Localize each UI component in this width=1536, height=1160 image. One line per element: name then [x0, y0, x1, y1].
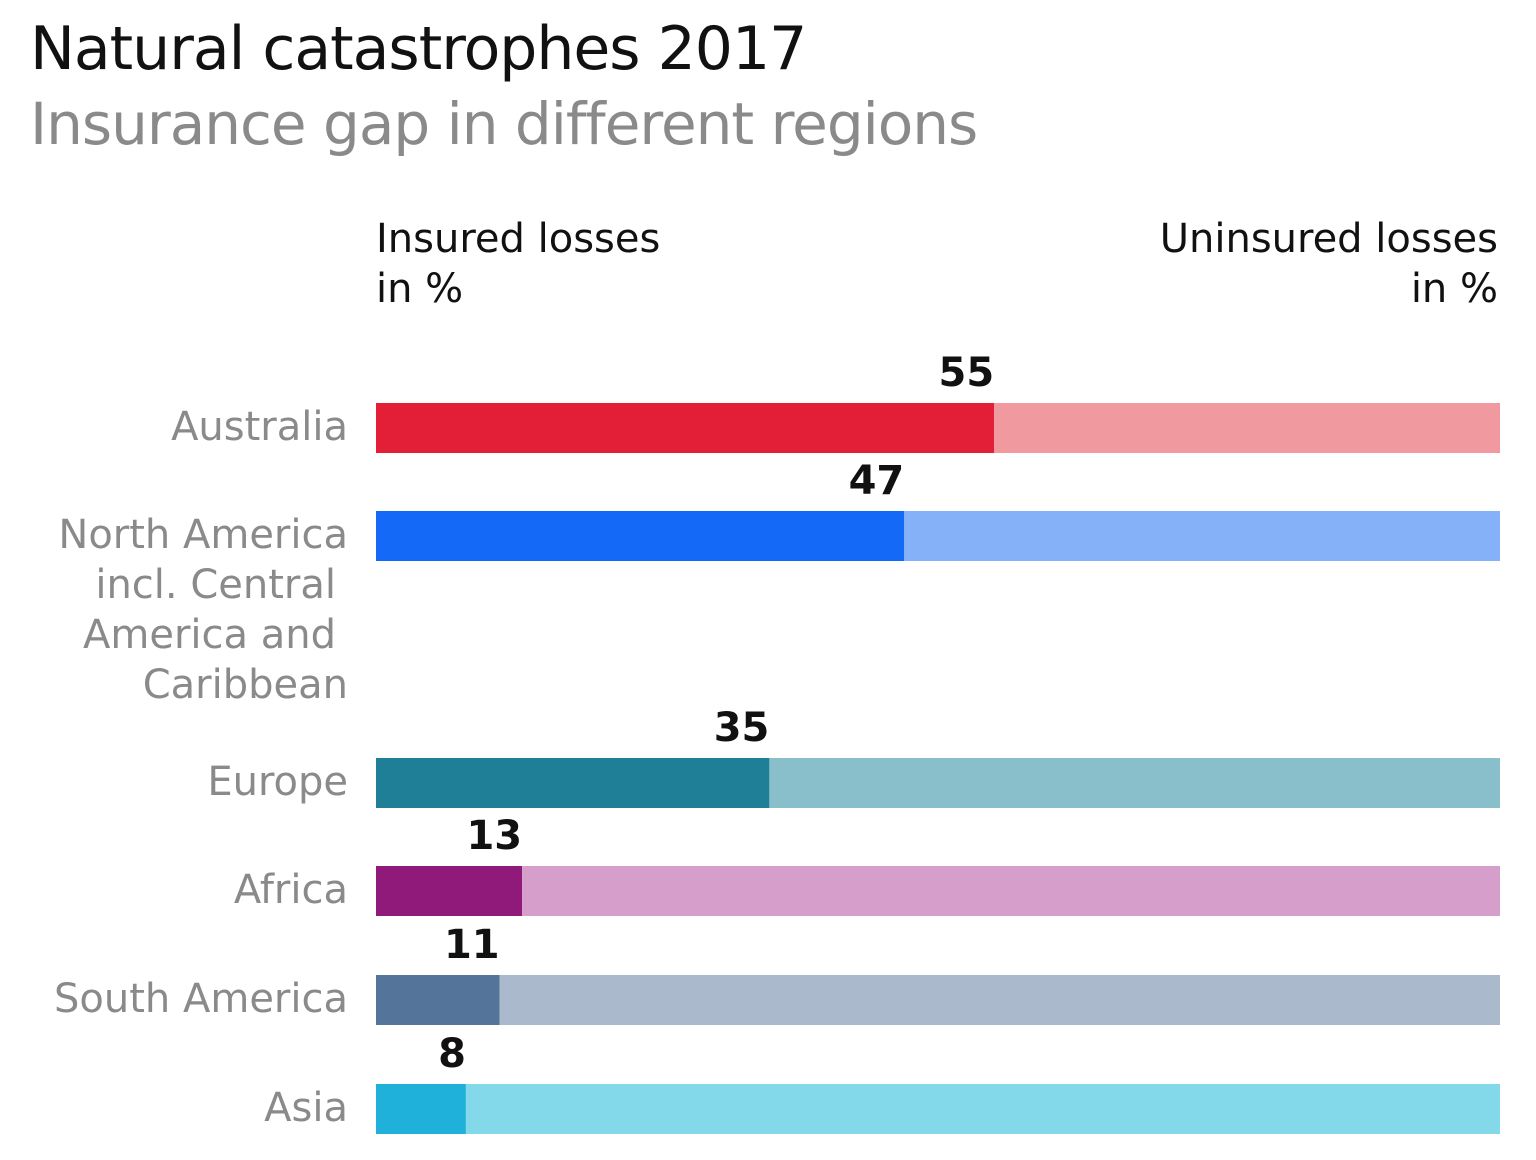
category-label-line: incl. Central	[95, 562, 336, 608]
bar-uninsured	[465, 1084, 1500, 1134]
legend-insured-line2: in %	[376, 266, 464, 312]
data-label: 11	[444, 922, 500, 968]
bar-insured	[376, 866, 523, 916]
category-label: Africa	[234, 867, 348, 913]
bar-insured	[376, 403, 995, 453]
bar-uninsured	[499, 975, 1500, 1025]
bar-uninsured	[769, 758, 1500, 808]
bar-uninsured	[994, 403, 1500, 453]
data-label: 55	[939, 350, 995, 396]
bar-uninsured	[904, 511, 1500, 561]
category-label-line: Caribbean	[143, 662, 348, 708]
category-label: South America	[54, 976, 348, 1022]
category-label-line: Africa	[234, 867, 348, 913]
legend-insured-line1: Insured losses	[376, 216, 661, 262]
bar-insured	[376, 1084, 466, 1134]
category-label-line: Europe	[207, 759, 348, 805]
data-label: 13	[466, 813, 522, 859]
chart-subtitle: Insurance gap in different regions	[30, 90, 978, 158]
category-label: Asia	[264, 1085, 348, 1131]
category-label: Australia	[171, 404, 348, 450]
data-label: 47	[849, 458, 905, 504]
data-label: 35	[714, 705, 770, 751]
category-label: North America incl. Central America and Car…	[58, 512, 348, 708]
bar-insured	[376, 975, 500, 1025]
category-label-line: Australia	[171, 404, 348, 450]
bar-uninsured	[522, 866, 1500, 916]
category-label-line: South America	[54, 976, 348, 1022]
legend-uninsured: Uninsured losses in %	[1160, 214, 1498, 314]
legend-uninsured-line2: in %	[1410, 266, 1498, 312]
category-label: Europe	[207, 759, 348, 805]
bar-insured	[376, 758, 770, 808]
data-label: 8	[438, 1031, 466, 1077]
chart-title: Natural catastrophes 2017	[30, 14, 807, 84]
category-label-line: North America	[58, 512, 348, 558]
legend-uninsured-line1: Uninsured losses	[1159, 216, 1498, 262]
category-label-line: Asia	[264, 1085, 348, 1131]
category-label-line: America and	[83, 612, 336, 658]
bar-insured	[376, 511, 905, 561]
legend-insured: Insured losses in %	[376, 214, 660, 314]
